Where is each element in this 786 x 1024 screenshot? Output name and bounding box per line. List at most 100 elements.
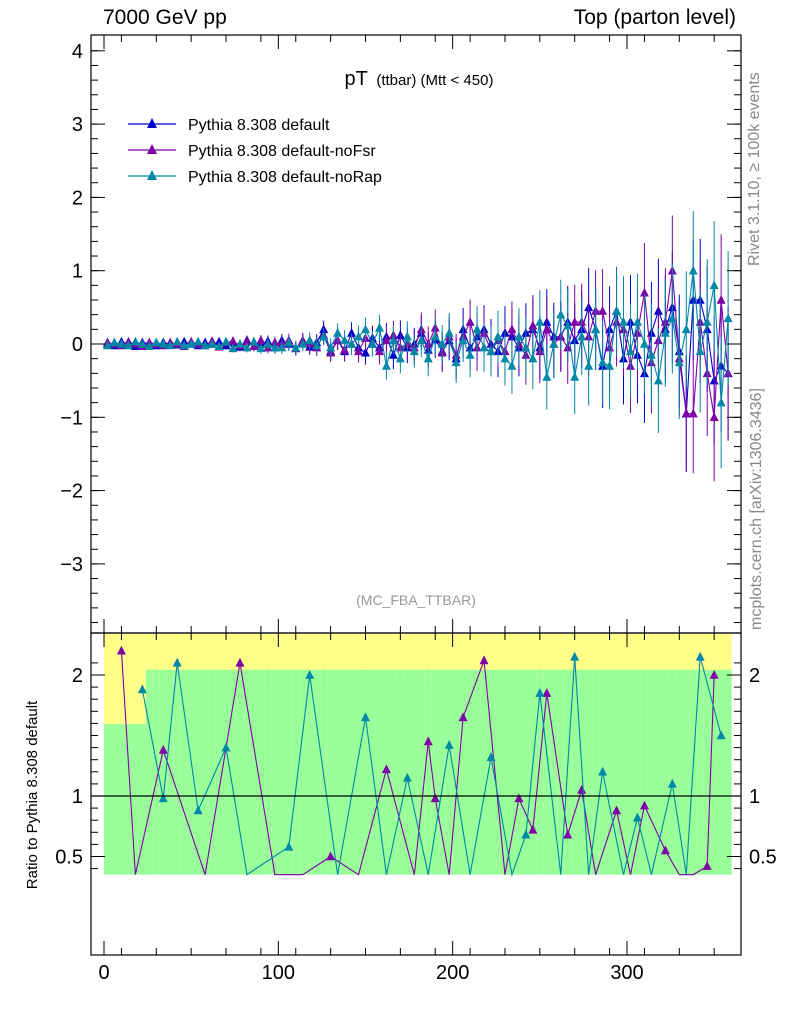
analysis-tag: (MC_FBA_TTBAR) <box>356 592 476 608</box>
ratio-band-yellow <box>654 634 662 685</box>
ratio-band-green <box>299 669 307 875</box>
legend-label-nofsr: Pythia 8.308 default-noFsr <box>188 143 376 160</box>
ratio-band-yellow <box>487 634 495 685</box>
ratio-band-green <box>480 669 488 875</box>
ratio-band-green <box>215 669 223 875</box>
header-left: 7000 GeV pp <box>103 6 227 29</box>
legend-label-default: Pythia 8.308 default <box>188 117 330 134</box>
ratio-band-yellow <box>278 634 286 685</box>
ratio-band-yellow <box>306 634 314 685</box>
ratio-point <box>577 784 587 794</box>
ratio-band-yellow <box>145 634 153 685</box>
ratio-band-yellow <box>131 634 139 740</box>
ratio-band-green <box>675 669 683 875</box>
ratio-band-yellow <box>508 634 516 685</box>
ratio-band-green <box>117 724 125 875</box>
data-point <box>423 353 433 363</box>
ratio-band-green <box>243 669 251 875</box>
ratio-band-green <box>145 669 153 875</box>
ratio-band-yellow <box>222 634 230 685</box>
ratio-band-green <box>543 669 551 875</box>
ratio-band-yellow <box>410 634 418 685</box>
ratio-point <box>137 684 147 694</box>
ratio-band-yellow <box>661 634 669 685</box>
ratio-band-yellow <box>438 634 446 685</box>
ratio-band-green <box>403 669 411 875</box>
ratio-band-yellow <box>717 634 725 685</box>
ratio-point <box>235 657 245 667</box>
data-point <box>284 337 294 347</box>
xtick-label: 200 <box>436 962 469 984</box>
ratio-point <box>563 829 573 839</box>
ratio-band-green <box>522 669 530 875</box>
ratio-point <box>716 730 726 740</box>
ratio-band-green <box>557 669 565 875</box>
ratio-band-green <box>536 669 544 875</box>
ratio-band-green <box>327 669 335 875</box>
ratio-band-yellow <box>578 634 586 685</box>
ratio-point <box>660 845 670 855</box>
ratio-band-yellow <box>104 634 111 740</box>
ratio-band-yellow <box>159 634 167 685</box>
ratio-point <box>570 651 580 661</box>
data-point <box>591 324 601 334</box>
ratio-band-yellow <box>355 634 363 685</box>
ratio-band-yellow <box>271 634 279 685</box>
legend-label-norap: Pythia 8.308 default-noRap <box>188 169 382 186</box>
ratio-band-yellow <box>348 634 356 685</box>
data-point <box>354 331 364 341</box>
data-point <box>165 340 175 350</box>
ratio-band-green <box>606 669 614 875</box>
ratio-band-green <box>494 669 502 875</box>
ratio-band-yellow <box>613 634 621 685</box>
ratio-band-yellow <box>445 634 453 685</box>
ratio-band-green <box>682 669 690 875</box>
ratio-point <box>158 745 168 754</box>
data-point <box>598 357 608 367</box>
ratio-frame <box>90 632 742 956</box>
ratio-band-green <box>571 669 579 875</box>
data-point <box>486 346 496 356</box>
ratio-band-green <box>355 669 363 875</box>
ratio-band-yellow <box>536 634 544 685</box>
legend-marker-default <box>147 118 157 128</box>
ratio-band-yellow <box>724 634 732 685</box>
ratio-point <box>430 793 440 803</box>
main-ytick-label: 0 <box>72 334 83 356</box>
ratio-band-yellow <box>341 634 349 685</box>
data-point <box>235 339 245 348</box>
ratio-band-green <box>459 669 467 875</box>
ratio-point <box>193 805 203 815</box>
data-point <box>116 339 126 348</box>
ratio-band-yellow <box>264 634 272 685</box>
ratio-band-green <box>222 669 230 875</box>
data-point <box>207 339 217 348</box>
data-point <box>472 324 482 334</box>
ratio-band-yellow <box>117 634 125 740</box>
ratio-band-green <box>515 669 523 875</box>
ratio-band-green <box>110 724 118 875</box>
ratio-band-green <box>131 724 139 875</box>
ratio-band-yellow <box>585 634 593 685</box>
ratio-series-1 <box>137 651 726 877</box>
data-point <box>319 331 329 341</box>
ratio-band-green <box>278 669 286 875</box>
legend: Pythia 8.308 default Pythia 8.308 defaul… <box>128 117 382 186</box>
data-point <box>172 336 182 346</box>
ratio-band-green <box>508 669 516 875</box>
ratio-band-yellow <box>424 634 432 685</box>
ratio-band-green <box>592 669 600 875</box>
ratio-band-yellow <box>194 634 202 685</box>
ratio-band-yellow <box>557 634 565 685</box>
ratio-band-green <box>529 669 537 875</box>
data-point <box>465 317 475 326</box>
data-point <box>619 317 629 326</box>
axes: −3 −2 −1 0 1 2 3 4 0.5 0.5 1 1 2 2 0 100 200 300 <box>55 35 777 984</box>
ratio-band-yellow <box>592 634 600 685</box>
data-point <box>716 397 726 407</box>
ratio-band-green <box>410 669 418 875</box>
ratio-band-green <box>292 669 300 875</box>
ratio-band-yellow <box>459 634 467 685</box>
data-point <box>688 265 698 275</box>
